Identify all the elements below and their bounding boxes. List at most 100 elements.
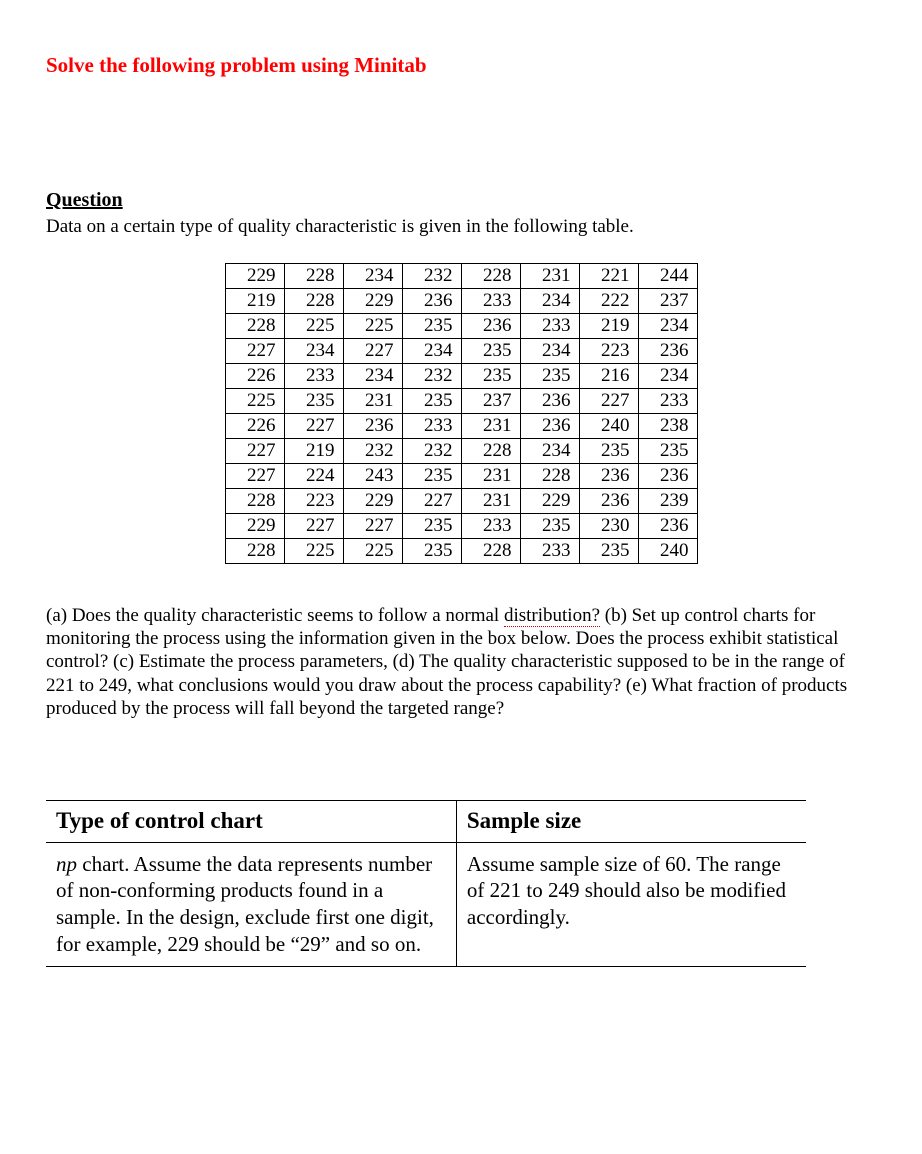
table-cell: 229 [343, 289, 402, 314]
table-cell: 243 [343, 464, 402, 489]
table-cell: 225 [225, 389, 284, 414]
info-cell-right: Assume sample size of 60. The range of 2… [456, 842, 806, 967]
table-cell: 236 [638, 339, 697, 364]
spellcheck-word: distribution? [504, 605, 600, 627]
table-cell: 244 [638, 264, 697, 289]
table-cell: 227 [579, 389, 638, 414]
question-intro: Data on a certain type of quality charac… [46, 215, 876, 239]
table-cell: 237 [638, 289, 697, 314]
table-cell: 234 [402, 339, 461, 364]
table-cell: 227 [402, 489, 461, 514]
table-cell: 236 [402, 289, 461, 314]
table-row: 225235231235237236227233 [225, 389, 697, 414]
table-cell: 232 [402, 264, 461, 289]
info-header-left: Type of control chart [46, 800, 456, 842]
table-cell: 229 [225, 514, 284, 539]
table-row: 227234227234235234223236 [225, 339, 697, 364]
np-italic: np [56, 852, 77, 876]
table-cell: 228 [225, 539, 284, 564]
data-table: 2292282342322282312212442192282292362332… [225, 263, 698, 564]
page-title: Solve the following problem using Minita… [46, 52, 876, 78]
table-cell: 229 [520, 489, 579, 514]
table-cell: 236 [638, 464, 697, 489]
table-cell: 232 [402, 439, 461, 464]
table-cell: 228 [225, 314, 284, 339]
table-cell: 231 [461, 489, 520, 514]
table-cell: 234 [520, 289, 579, 314]
table-cell: 223 [284, 489, 343, 514]
table-cell: 235 [520, 364, 579, 389]
table-cell: 235 [402, 539, 461, 564]
table-cell: 235 [579, 439, 638, 464]
table-cell: 231 [343, 389, 402, 414]
info-left-rest: chart. Assume the data represents number… [56, 852, 434, 957]
table-cell: 227 [284, 414, 343, 439]
table-cell: 219 [284, 439, 343, 464]
table-cell: 216 [579, 364, 638, 389]
table-row: 229228234232228231221244 [225, 264, 697, 289]
table-cell: 235 [638, 439, 697, 464]
info-header-right: Sample size [456, 800, 806, 842]
table-cell: 235 [402, 464, 461, 489]
question-heading: Question [46, 188, 876, 213]
table-cell: 227 [225, 439, 284, 464]
table-cell: 236 [461, 314, 520, 339]
table-cell: 236 [520, 414, 579, 439]
table-row: 228225225235228233235240 [225, 539, 697, 564]
table-cell: 229 [225, 264, 284, 289]
table-cell: 233 [461, 289, 520, 314]
data-table-wrap: 2292282342322282312212442192282292362332… [46, 263, 876, 564]
table-row: 226233234232235235216234 [225, 364, 697, 389]
table-cell: 231 [461, 464, 520, 489]
table-cell: 222 [579, 289, 638, 314]
table-cell: 221 [579, 264, 638, 289]
table-cell: 233 [638, 389, 697, 414]
table-cell: 228 [284, 264, 343, 289]
table-cell: 228 [225, 489, 284, 514]
table-cell: 227 [284, 514, 343, 539]
table-cell: 234 [520, 339, 579, 364]
table-cell: 232 [343, 439, 402, 464]
table-cell: 235 [461, 339, 520, 364]
table-row: 229227227235233235230236 [225, 514, 697, 539]
table-cell: 228 [520, 464, 579, 489]
table-cell: 227 [225, 339, 284, 364]
table-cell: 236 [343, 414, 402, 439]
table-cell: 233 [284, 364, 343, 389]
table-cell: 219 [579, 314, 638, 339]
table-cell: 226 [225, 364, 284, 389]
table-cell: 237 [461, 389, 520, 414]
table-cell: 234 [343, 264, 402, 289]
table-cell: 235 [402, 314, 461, 339]
table-row: 228223229227231229236239 [225, 489, 697, 514]
table-cell: 238 [638, 414, 697, 439]
table-row: 228225225235236233219234 [225, 314, 697, 339]
table-row: 226227236233231236240238 [225, 414, 697, 439]
table-cell: 229 [343, 489, 402, 514]
table-cell: 235 [402, 514, 461, 539]
table-cell: 227 [225, 464, 284, 489]
question-body: (a) Does the quality characteristic seem… [46, 604, 876, 720]
table-cell: 228 [461, 539, 520, 564]
table-cell: 234 [638, 364, 697, 389]
table-cell: 231 [461, 414, 520, 439]
table-cell: 233 [402, 414, 461, 439]
table-cell: 228 [461, 264, 520, 289]
table-cell: 231 [520, 264, 579, 289]
table-cell: 239 [638, 489, 697, 514]
table-cell: 225 [284, 539, 343, 564]
table-row: 227219232232228234235235 [225, 439, 697, 464]
part-a-prefix: (a) Does the quality characteristic seem… [46, 605, 504, 626]
table-cell: 235 [579, 539, 638, 564]
table-cell: 240 [638, 539, 697, 564]
table-cell: 227 [343, 339, 402, 364]
table-cell: 235 [284, 389, 343, 414]
info-cell-left: np chart. Assume the data represents num… [46, 842, 456, 967]
table-cell: 236 [638, 514, 697, 539]
table-cell: 228 [461, 439, 520, 464]
table-cell: 234 [638, 314, 697, 339]
table-cell: 235 [402, 389, 461, 414]
table-cell: 236 [579, 464, 638, 489]
table-cell: 234 [284, 339, 343, 364]
table-cell: 234 [520, 439, 579, 464]
